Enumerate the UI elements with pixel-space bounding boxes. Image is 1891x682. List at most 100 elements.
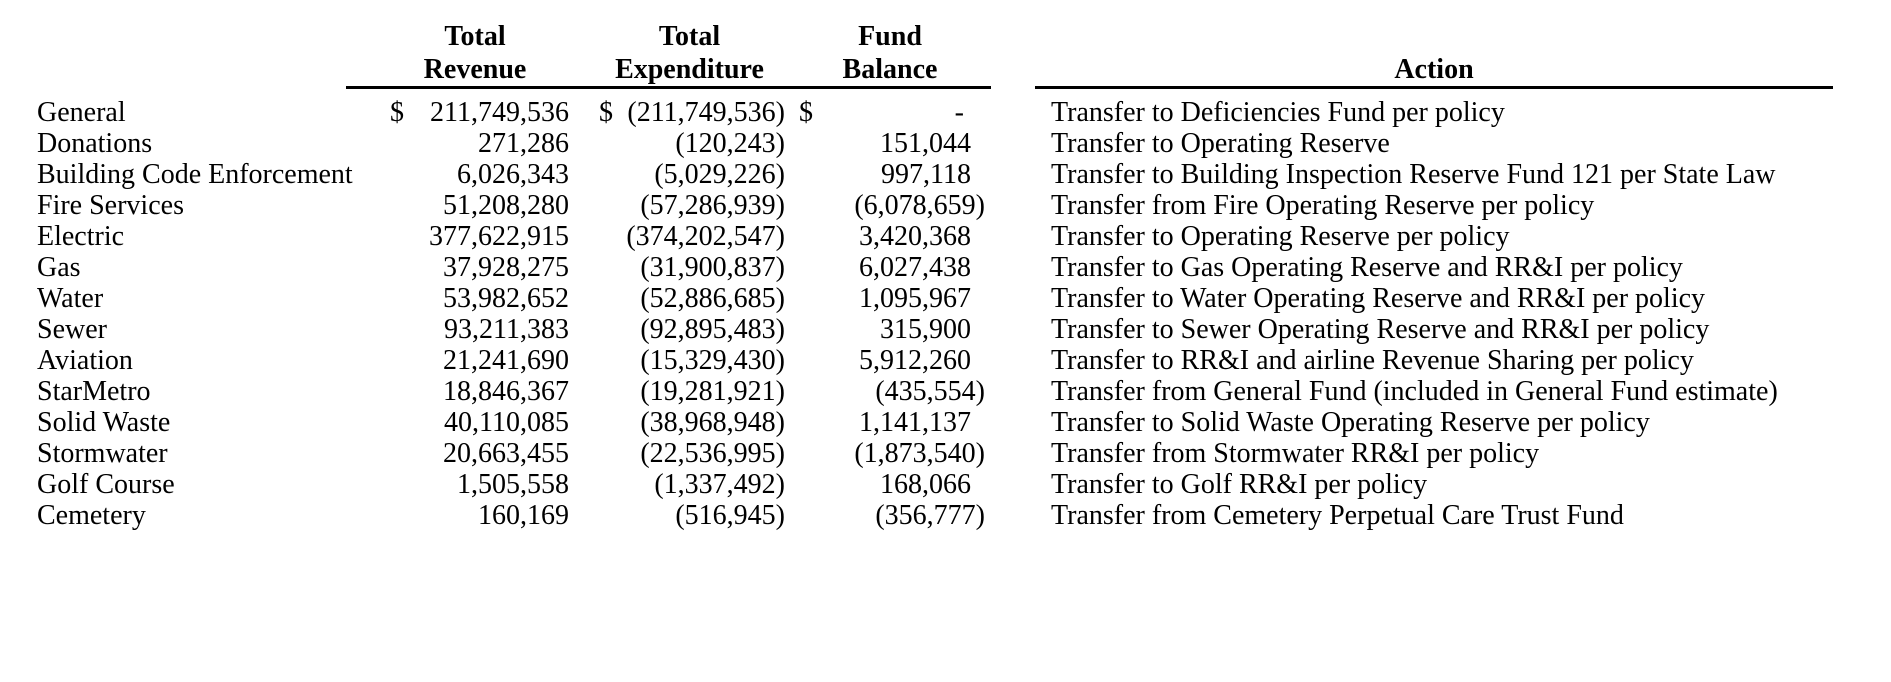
col-header-total-revenue-line1: Total — [444, 21, 506, 52]
fund-balance-cell: 168,066 — [795, 469, 985, 500]
total-expenditure-cell: (22,536,995) — [594, 438, 785, 469]
total-expenditure-value: (92,895,483) — [640, 314, 785, 345]
table-row: Electric 377,622,915 (374,202,547) 3,420… — [0, 221, 1891, 252]
fund-balance-value: 3,420,368 — [859, 221, 985, 252]
table-row: Fire Services 51,208,280 (57,286,939) (6… — [0, 190, 1891, 221]
total-revenue-cell: 6,026,343 — [382, 159, 569, 190]
total-revenue-value: 40,110,085 — [444, 407, 569, 438]
fund-balance-value: 151,044 — [880, 128, 985, 159]
total-revenue-cell: 271,286 — [382, 128, 569, 159]
col-header-total-expenditure-line2: Expenditure — [615, 54, 764, 85]
total-expenditure-value: (516,945) — [675, 500, 785, 531]
col-header-total-revenue: Total Revenue — [380, 20, 570, 86]
fund-name-cell: Golf Course — [37, 469, 175, 500]
fund-name-cell: StarMetro — [37, 376, 151, 407]
total-revenue-cell: $211,749,536 — [382, 97, 569, 128]
total-expenditure-cell: (19,281,921) — [594, 376, 785, 407]
total-revenue-value: 1,505,558 — [457, 469, 569, 500]
col-header-fund-balance: Fund Balance — [793, 20, 987, 86]
header-underline-action-column — [1035, 86, 1833, 89]
total-revenue-cell: 20,663,455 — [382, 438, 569, 469]
total-revenue-value: 377,622,915 — [429, 221, 569, 252]
fund-balance-value: 997,118 — [881, 159, 985, 190]
total-expenditure-cell: (15,329,430) — [594, 345, 785, 376]
fund-balance-value: 6,027,438 — [859, 252, 985, 283]
fund-name-cell: Aviation — [37, 345, 133, 376]
fund-balance-cell: (1,873,540) — [795, 438, 985, 469]
fund-balance-cell: (435,554) — [795, 376, 985, 407]
table-row: Building Code Enforcement 6,026,343 (5,0… — [0, 159, 1891, 190]
table-row: StarMetro 18,846,367 (19,281,921) (435,5… — [0, 376, 1891, 407]
fund-balance-cell: 1,141,137 — [795, 407, 985, 438]
fund-name-cell: Donations — [37, 128, 153, 159]
total-revenue-cell: 93,211,383 — [382, 314, 569, 345]
action-cell: Transfer to Golf RR&I per policy — [1051, 469, 1428, 500]
currency-symbol: $ — [799, 97, 813, 128]
total-expenditure-value: (31,900,837) — [640, 252, 785, 283]
fund-name-cell: Stormwater — [37, 438, 168, 469]
total-revenue-cell: 40,110,085 — [382, 407, 569, 438]
table-body: General $211,749,536 $ (211,749,536) $ - T… — [0, 97, 1891, 531]
col-header-fund-balance-line2: Balance — [842, 54, 938, 85]
total-expenditure-value: (5,029,226) — [654, 159, 785, 190]
table-row: Gas 37,928,275 (31,900,837) 6,027,438 Tr… — [0, 252, 1891, 283]
total-revenue-value: 37,928,275 — [443, 252, 569, 283]
fund-balance-cell: 5,912,260 — [795, 345, 985, 376]
action-cell: Transfer to Water Operating Reserve and … — [1051, 283, 1706, 314]
total-revenue-value: 51,208,280 — [443, 190, 569, 221]
fund-name-cell: General — [37, 97, 126, 128]
total-expenditure-value: (22,536,995) — [640, 438, 785, 469]
fund-name-cell: Gas — [37, 252, 81, 283]
total-expenditure-value: (15,329,430) — [640, 345, 785, 376]
fund-balance-cell: (356,777) — [795, 500, 985, 531]
action-cell: Transfer from Cemetery Perpetual Care Tr… — [1051, 500, 1624, 531]
table-row: General $211,749,536 $ (211,749,536) $ - T… — [0, 97, 1891, 128]
total-expenditure-cell: (31,900,837) — [594, 252, 785, 283]
fund-balance-value: 1,141,137 — [859, 407, 985, 438]
fund-balance-cell: 997,118 — [795, 159, 985, 190]
header-underline-numeric-columns — [346, 86, 991, 89]
action-cell: Transfer to Operating Reserve per policy — [1051, 221, 1510, 252]
fund-balance-value: 1,095,967 — [859, 283, 985, 314]
total-expenditure-cell: (374,202,547) — [594, 221, 785, 252]
table-row: Stormwater 20,663,455 (22,536,995) (1,87… — [0, 438, 1891, 469]
total-revenue-value: 93,211,383 — [444, 314, 569, 345]
fund-balance-cell: (6,078,659) — [795, 190, 985, 221]
total-revenue-cell: 21,241,690 — [382, 345, 569, 376]
col-header-total-expenditure: Total Expenditure — [592, 20, 787, 86]
total-expenditure-cell: (120,243) — [594, 128, 785, 159]
fund-balance-value: (6,078,659) — [854, 190, 985, 221]
total-expenditure-cell: (5,029,226) — [594, 159, 785, 190]
col-header-total-revenue-line2: Revenue — [423, 54, 527, 85]
currency-symbol: $ — [390, 97, 404, 128]
action-cell: Transfer to Solid Waste Operating Reserv… — [1051, 407, 1650, 438]
fund-name-cell: Electric — [37, 221, 125, 252]
fund-balance-cell: 315,900 — [795, 314, 985, 345]
total-revenue-value: 20,663,455 — [443, 438, 569, 469]
fund-balance-value: (356,777) — [875, 500, 985, 531]
fund-name-cell: Sewer — [37, 314, 107, 345]
total-expenditure-cell: (92,895,483) — [594, 314, 785, 345]
total-expenditure-value: (52,886,685) — [640, 283, 785, 314]
total-expenditure-value: (57,286,939) — [640, 190, 785, 221]
fund-name-cell: Fire Services — [37, 190, 184, 221]
total-revenue-value: 6,026,343 — [457, 159, 569, 190]
fund-balance-value: 5,912,260 — [859, 345, 985, 376]
total-revenue-value: 18,846,367 — [443, 376, 569, 407]
action-cell: Transfer to Gas Operating Reserve and RR… — [1051, 252, 1683, 283]
total-revenue-value: 211,749,536 — [430, 97, 569, 128]
action-cell: Transfer to Sewer Operating Reserve and … — [1051, 314, 1710, 345]
action-cell: Transfer to Deficiencies Fund per policy — [1051, 97, 1505, 128]
total-revenue-cell: 37,928,275 — [382, 252, 569, 283]
total-expenditure-value: (19,281,921) — [640, 376, 785, 407]
total-revenue-value: 53,982,652 — [443, 283, 569, 314]
fund-balance-cell: 6,027,438 — [795, 252, 985, 283]
total-revenue-value: 21,241,690 — [443, 345, 569, 376]
action-cell: Transfer to Operating Reserve — [1051, 128, 1390, 159]
col-header-total-expenditure-line1: Total — [658, 21, 721, 52]
action-cell: Transfer from Stormwater RR&I per policy — [1051, 438, 1540, 469]
table-row: Golf Course 1,505,558 (1,337,492) 168,06… — [0, 469, 1891, 500]
fund-balance-cell: $ - — [795, 97, 985, 128]
fund-name-cell: Water — [37, 283, 104, 314]
